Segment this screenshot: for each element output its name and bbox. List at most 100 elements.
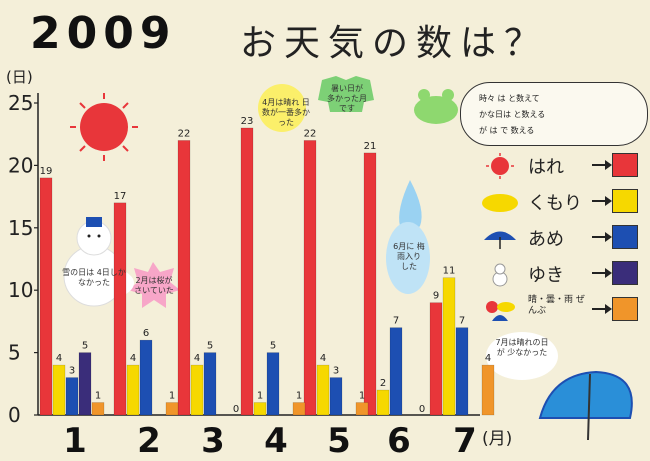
data-label: 9 bbox=[433, 291, 439, 302]
x-tick-label: 6 bbox=[387, 421, 411, 461]
x-tick-label: 1 bbox=[63, 421, 87, 461]
bar-1-5 bbox=[316, 364, 330, 416]
arrow-icon bbox=[592, 304, 612, 314]
data-label: 3 bbox=[333, 366, 339, 377]
data-label: 11 bbox=[443, 266, 456, 277]
legend-swatch-kumori bbox=[612, 189, 638, 213]
bar-2-6 bbox=[389, 327, 403, 416]
cloud-note: 4月は晴れ 日数が一番多かった bbox=[262, 98, 310, 127]
bar-1-3 bbox=[190, 364, 204, 416]
legend-item-yuki: ゆき bbox=[478, 261, 638, 287]
data-label: 2 bbox=[380, 378, 386, 389]
x-tick-label: 7 bbox=[453, 421, 477, 461]
data-label: 22 bbox=[304, 128, 317, 139]
bar-2-4 bbox=[266, 352, 280, 416]
shirt-note: 暑い日が 多かった月 です bbox=[327, 84, 367, 113]
explanation-speech-bubble: 時々 は と数えて かな日は と数える が は で 数える bbox=[460, 82, 648, 146]
bar-1-1 bbox=[52, 364, 66, 416]
bar-4-7 bbox=[481, 364, 495, 416]
data-label: 0 bbox=[233, 404, 239, 415]
arrow-icon bbox=[592, 268, 612, 278]
data-label: 17 bbox=[114, 191, 127, 202]
data-label: 21 bbox=[364, 141, 377, 152]
y-tick-label: 5 bbox=[8, 341, 21, 365]
raindrop-illustration bbox=[386, 180, 430, 294]
umbrella-icon bbox=[484, 231, 516, 249]
data-label: 3 bbox=[69, 366, 75, 377]
legend-label-mixed: 晴・曇・雨 ぜんぶ bbox=[528, 295, 585, 316]
shirt-illustration bbox=[318, 76, 374, 112]
legend-item-hare: はれ bbox=[478, 153, 638, 179]
data-label: 4 bbox=[130, 353, 136, 364]
sun-illustration bbox=[70, 93, 138, 161]
bar-4-2 bbox=[165, 402, 179, 416]
bar-2-2 bbox=[139, 339, 153, 416]
bar-1-4 bbox=[253, 402, 267, 416]
data-label: 7 bbox=[459, 316, 465, 327]
umbrella-illustration bbox=[538, 370, 633, 441]
legend-label-kumori: くもり bbox=[528, 193, 582, 214]
x-tick-label: 3 bbox=[201, 421, 225, 461]
data-label: 7 bbox=[393, 316, 399, 327]
arrow-icon bbox=[592, 160, 612, 170]
bar-2-7 bbox=[455, 327, 469, 416]
poster-title: 2009 bbox=[30, 8, 177, 59]
y-axis-unit: (日) bbox=[6, 68, 33, 86]
data-label: 4 bbox=[194, 353, 200, 364]
data-label: 4 bbox=[320, 353, 326, 364]
y-tick-label: 0 bbox=[8, 403, 21, 427]
bar-1-7 bbox=[442, 277, 456, 416]
x-tick-label: 5 bbox=[327, 421, 351, 461]
data-label: 1 bbox=[169, 391, 175, 402]
snowman-note: 雪の日は 4日しかなかった bbox=[62, 268, 126, 287]
data-label: 22 bbox=[178, 128, 191, 139]
bar-2-5 bbox=[329, 377, 343, 416]
bar-0-2 bbox=[113, 202, 127, 416]
speech-line-2: かな日は と数える bbox=[479, 110, 546, 119]
legend-label-yuki: ゆき bbox=[528, 265, 564, 286]
frog-illustration bbox=[414, 89, 458, 124]
chart-bars bbox=[39, 127, 495, 416]
bar-0-5 bbox=[303, 140, 317, 416]
data-label: 5 bbox=[82, 341, 88, 352]
data-label: 4 bbox=[485, 353, 491, 364]
bar-2-1 bbox=[65, 377, 79, 416]
bar-2-3 bbox=[203, 352, 217, 416]
bar-0-1 bbox=[39, 177, 53, 416]
data-label: 1 bbox=[296, 391, 302, 402]
x-tick-label: 4 bbox=[264, 421, 288, 461]
flower-illustration bbox=[128, 262, 180, 308]
data-label: 19 bbox=[40, 166, 53, 177]
y-tick-label: 15 bbox=[8, 216, 33, 240]
mixed-weather-icon bbox=[486, 301, 515, 321]
legend-item-kumori: くもり bbox=[478, 189, 638, 215]
cloud-illustration bbox=[258, 84, 306, 132]
bar-4-4 bbox=[292, 402, 306, 416]
legend-swatch-ame bbox=[612, 225, 638, 249]
legend-item-ame: あめ bbox=[478, 225, 638, 251]
snowman-icon bbox=[492, 263, 508, 287]
data-label: 5 bbox=[270, 341, 276, 352]
bar-1-6 bbox=[376, 389, 390, 416]
data-label: 0 bbox=[419, 404, 425, 415]
legend-swatch-hare bbox=[612, 153, 638, 177]
legend-label-hare: はれ bbox=[528, 157, 564, 178]
x-tick-label: 2 bbox=[137, 421, 161, 461]
bar-3-1 bbox=[78, 352, 92, 416]
legend-swatch-yuki bbox=[612, 261, 638, 285]
legend-swatch-mixed bbox=[612, 297, 638, 321]
data-label: 1 bbox=[257, 391, 263, 402]
x-axis-unit: (月) bbox=[482, 429, 513, 449]
flower-note: 2月は桜が さいていた bbox=[134, 276, 174, 295]
bar-0-4 bbox=[240, 127, 254, 416]
data-label: 4 bbox=[56, 353, 62, 364]
bar-0-6 bbox=[363, 152, 377, 416]
arrow-icon bbox=[592, 196, 612, 206]
bar-4-5 bbox=[355, 402, 369, 416]
data-label: 23 bbox=[241, 116, 254, 127]
data-label: 6 bbox=[143, 328, 149, 339]
